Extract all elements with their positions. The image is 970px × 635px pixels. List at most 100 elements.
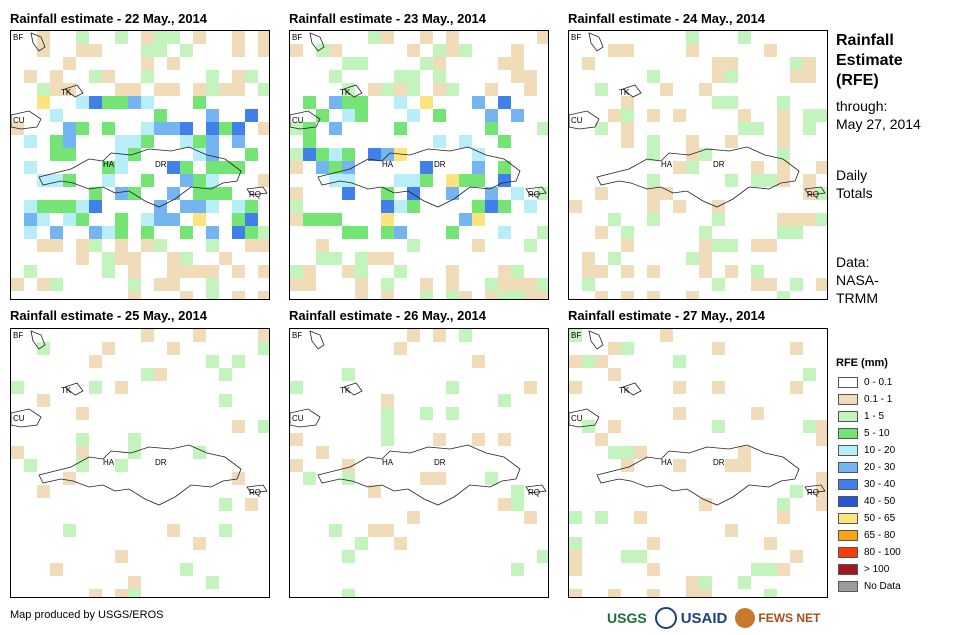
rainfall-cell [699,576,712,589]
map-label-ha: HA [661,160,673,169]
rainfall-cell [446,187,459,200]
rainfall-cell [472,161,485,174]
rainfall-cell [245,148,258,161]
rainfall-cell [232,291,245,299]
map-label-tk: TK [340,386,351,395]
rainfall-cell [167,342,180,355]
rainfall-cell [569,329,582,342]
hispaniola-coastline [317,146,521,208]
legend-swatch [838,513,858,524]
map-label-bf: BF [571,331,581,340]
rainfall-cell [673,381,686,394]
rainfall-cell [128,291,141,299]
legend-item: 20 - 30 [838,461,895,474]
rainfall-cell [219,394,232,407]
map-canvas: BF TK CU HA DR RQ [290,31,548,299]
rainfall-cell [206,83,219,96]
rainfall-cell [167,83,180,96]
rainfall-cell [738,576,751,589]
rainfall-cell [634,550,647,563]
rainfall-cell [180,135,193,148]
bahamas-coastline [588,330,604,350]
rainfall-cell [180,226,193,239]
rainfall-cell [37,31,50,44]
rainfall-cell [115,381,128,394]
rainfall-cell [232,420,245,433]
rainfall-cell [777,213,790,226]
rainfall-cell [498,394,511,407]
rainfall-cell [511,485,524,498]
rainfall-cell [193,187,206,200]
rainfall-cell [803,109,816,122]
rainfall-cell [621,446,634,459]
rainfall-cell [115,213,128,226]
legend-item: 65 - 80 [838,529,895,542]
side-title: Rainfall Estimate (RFE) [836,31,903,91]
rainfall-cell [582,57,595,70]
rainfall-cell [394,96,407,109]
turks-caicos-coastline [622,84,642,98]
legend-label: 5 - 10 [864,428,890,439]
rainfall-cell [128,187,141,200]
rainfall-cell [686,44,699,57]
rainfall-cell [569,589,582,597]
rainfall-cell [686,161,699,174]
rainfall-cell [420,57,433,70]
legend-swatch [838,445,858,456]
rainfall-cell [154,83,167,96]
map-label-tk: TK [61,88,72,97]
rainfall-cell [232,355,245,368]
rainfall-cell [76,122,89,135]
rainfall-cell [569,355,582,368]
rainfall-cell [206,122,219,135]
rainfall-cell [608,420,621,433]
puerto-rico-coastline [804,484,826,494]
rainfall-cell [342,472,355,485]
rainfall-cell [206,355,219,368]
map-canvas: BF TK CU HA DR RQ [11,31,269,299]
bahamas-coastline [30,330,46,350]
rainfall-cell [803,213,816,226]
rainfall-cell [699,226,712,239]
rainfall-cell [219,252,232,265]
rainfall-cell [511,57,524,70]
rainfall-cell [485,200,498,213]
rainfall-cell [342,226,355,239]
rainfall-cell [167,524,180,537]
rainfall-cell [407,109,420,122]
rainfall-cell [219,122,232,135]
rainfall-cell [595,355,608,368]
rainfall-cell [329,252,342,265]
rainfall-cell [420,472,433,485]
rainfall-cell [433,57,446,70]
rainfall-cell [89,70,102,83]
rainfall-cell [790,226,803,239]
rainfall-cell [329,96,342,109]
map-label-rq: RQ [528,190,540,199]
rainfall-cell [407,511,420,524]
rainfall-cell [50,174,63,187]
legend-label: 0 - 0.1 [864,377,893,388]
rainfall-cell [751,161,764,174]
rainfall-cell [115,161,128,174]
legend-item: 30 - 40 [838,478,895,491]
rainfall-cell [582,278,595,291]
rainfall-cell [569,381,582,394]
rainfall-cell [89,381,102,394]
rainfall-cell [699,83,712,96]
rainfall-cell [329,524,342,537]
rainfall-cell [511,265,524,278]
cuba-coastline [569,408,600,428]
rainfall-cell [699,239,712,252]
rainfall-cell [673,161,686,174]
rainfall-cell [725,174,738,187]
rainfall-cell [167,265,180,278]
rainfall-cell [446,265,459,278]
rainfall-cell [790,213,803,226]
cuba-coastline [290,408,321,428]
rainfall-cell [621,342,634,355]
rainfall-cell [232,70,245,83]
legend-item: 0.1 - 1 [838,393,892,406]
rainfall-cell [63,122,76,135]
cuba-coastline [11,408,42,428]
